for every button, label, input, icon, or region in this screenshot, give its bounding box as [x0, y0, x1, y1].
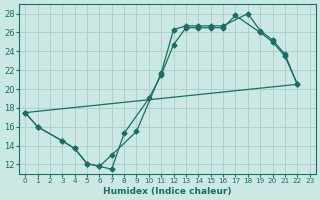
X-axis label: Humidex (Indice chaleur): Humidex (Indice chaleur) [103, 187, 232, 196]
